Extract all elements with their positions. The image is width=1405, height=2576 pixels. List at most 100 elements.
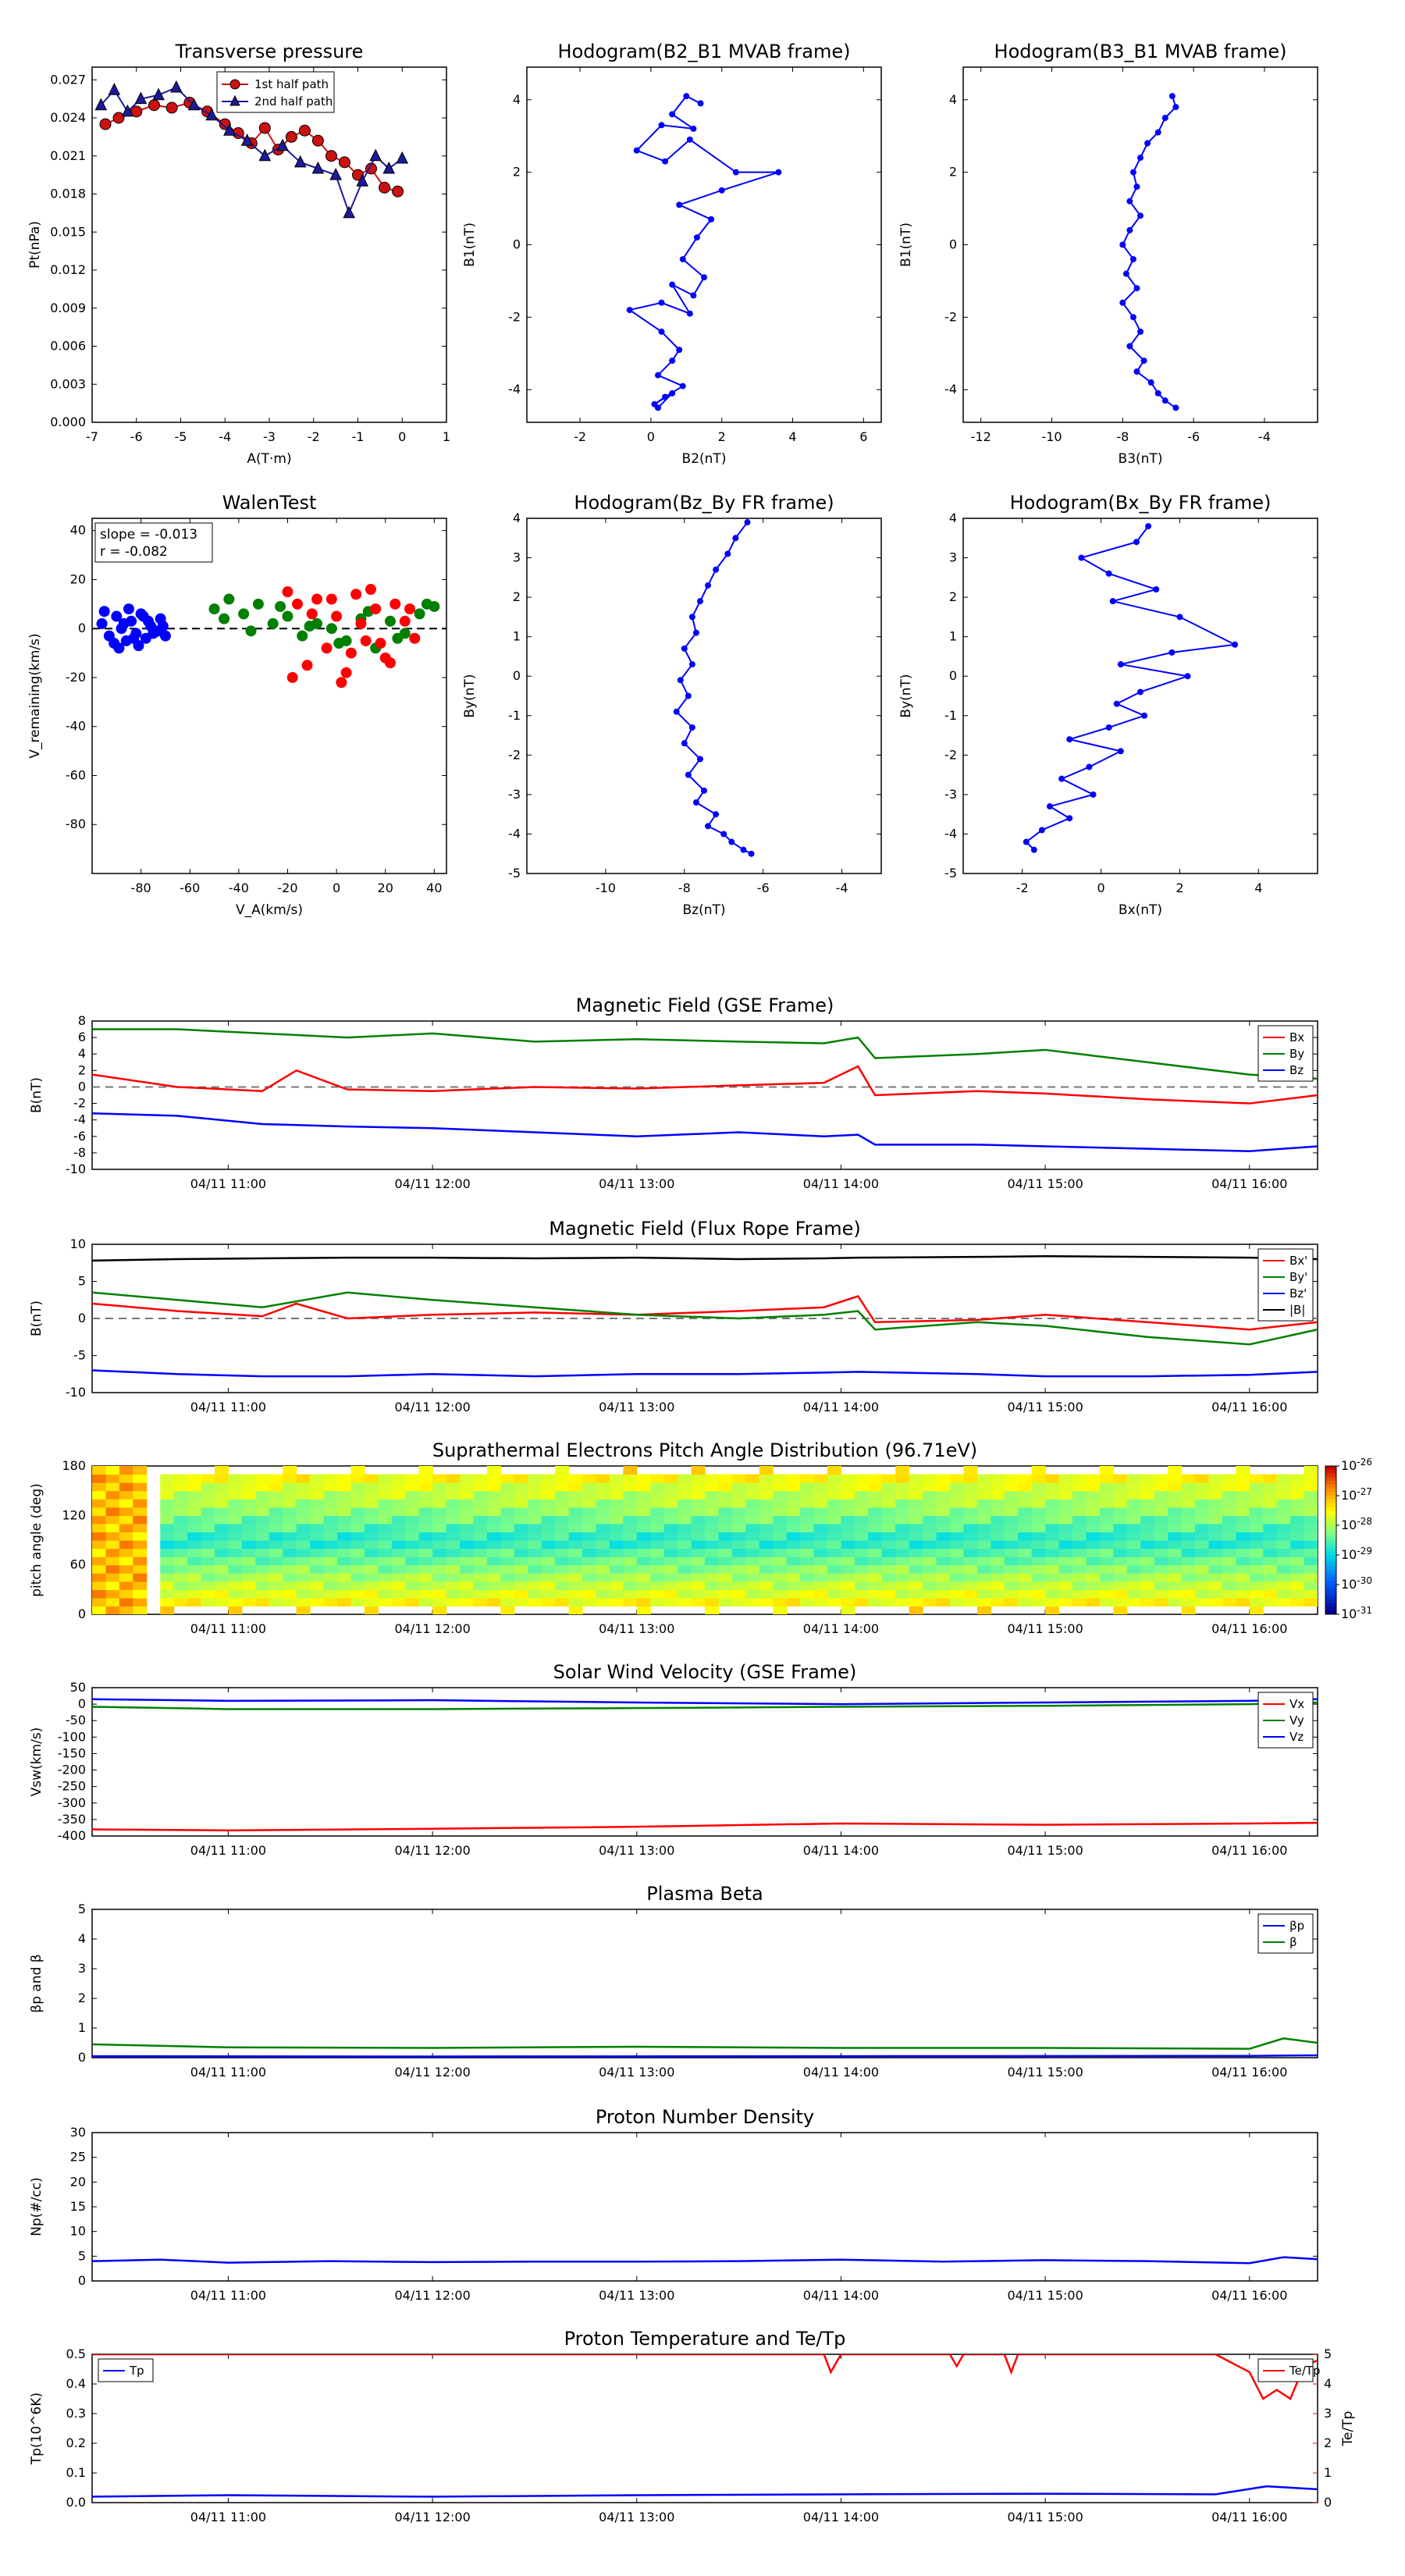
heatmap-cell bbox=[909, 1499, 923, 1508]
heatmap-cell bbox=[418, 1482, 433, 1492]
y-tick-label: -100 bbox=[58, 1729, 86, 1744]
heatmap-cell bbox=[950, 1548, 965, 1557]
heatmap-cell bbox=[1031, 1597, 1046, 1607]
annotation-r: r = -0.082 bbox=[100, 544, 168, 560]
heatmap-cell bbox=[283, 1474, 297, 1483]
y-tick-label: -8 bbox=[73, 1145, 86, 1160]
heatmap-cell bbox=[323, 1581, 338, 1590]
heatmap-cell bbox=[773, 1499, 788, 1508]
heatmap-cell bbox=[1086, 1482, 1101, 1492]
heatmap-cell bbox=[773, 1548, 788, 1557]
heatmap-cell bbox=[160, 1597, 175, 1607]
heatmap-cell bbox=[1004, 1581, 1019, 1590]
heatmap-cell bbox=[636, 1507, 651, 1516]
heatmap-cell bbox=[541, 1490, 556, 1500]
heatmap-cell bbox=[1099, 1581, 1114, 1590]
heatmap-cell bbox=[827, 1564, 842, 1574]
heatmap-cell bbox=[1045, 1564, 1060, 1574]
heatmap-cell bbox=[460, 1507, 475, 1516]
heatmap-cell bbox=[786, 1564, 801, 1574]
heatmap-cell bbox=[337, 1581, 352, 1590]
heatmap-cell bbox=[923, 1564, 937, 1574]
heatmap-cell bbox=[473, 1532, 488, 1541]
heatmap-cell bbox=[1099, 1523, 1114, 1533]
heatmap-cell bbox=[976, 1515, 991, 1525]
data-point bbox=[382, 161, 396, 174]
heatmap-cell bbox=[555, 1482, 570, 1492]
heatmap-cell bbox=[991, 1589, 1005, 1599]
x-tick-label: -40 bbox=[229, 881, 249, 895]
data-point bbox=[1129, 169, 1136, 176]
y-tick-label: 0.3 bbox=[66, 2406, 86, 2421]
heatmap-cell bbox=[909, 1507, 923, 1516]
heatmap-cell bbox=[936, 1499, 951, 1508]
heatmap-cell bbox=[446, 1548, 461, 1557]
legend-marker bbox=[229, 79, 240, 90]
heatmap-cell bbox=[718, 1581, 733, 1590]
heatmap-cell bbox=[1058, 1532, 1073, 1541]
heatmap-cell bbox=[691, 1557, 706, 1566]
data-point bbox=[384, 615, 396, 627]
heatmap-cell bbox=[991, 1474, 1005, 1483]
heatmap-cell bbox=[773, 1474, 788, 1483]
heatmap-cell bbox=[623, 1581, 638, 1590]
heatmap-cell bbox=[623, 1597, 638, 1607]
heatmap-cell bbox=[731, 1532, 746, 1541]
legend-label: By' bbox=[1289, 1270, 1307, 1284]
y-tick-label: 20 bbox=[70, 2174, 86, 2189]
heatmap-cell bbox=[105, 1482, 120, 1492]
heatmap-cell bbox=[1072, 1507, 1087, 1516]
heatmap-cell bbox=[486, 1597, 501, 1607]
x-tick-label: 04/11 11:00 bbox=[190, 1843, 266, 1858]
heatmap-cell bbox=[173, 1564, 188, 1574]
x-tick-label: 40 bbox=[426, 881, 442, 895]
heatmap-cell bbox=[678, 1581, 692, 1590]
heatmap-cell bbox=[1222, 1490, 1236, 1500]
heatmap-cell bbox=[1290, 1581, 1305, 1590]
heatmap-cell bbox=[827, 1548, 842, 1557]
heatmap-cell bbox=[841, 1564, 855, 1574]
heatmap-cell bbox=[1031, 1490, 1046, 1500]
heatmap-cell bbox=[1290, 1482, 1305, 1492]
heatmap-cell bbox=[991, 1540, 1005, 1550]
heatmap-cell bbox=[160, 1490, 175, 1500]
heatmap-cell bbox=[950, 1564, 965, 1574]
heatmap-cell bbox=[528, 1490, 542, 1500]
heatmap-cell bbox=[678, 1573, 692, 1582]
heatmap-cell bbox=[1249, 1499, 1264, 1508]
heatmap-cell bbox=[731, 1499, 746, 1508]
x-tick-label: 04/11 16:00 bbox=[1211, 1843, 1287, 1858]
heatmap-cell bbox=[731, 1581, 746, 1590]
heatmap-cell bbox=[1140, 1507, 1155, 1516]
heatmap-cell bbox=[160, 1548, 175, 1557]
heatmap-cell bbox=[228, 1606, 243, 1614]
data-point bbox=[165, 101, 178, 114]
x-tick-label: -7 bbox=[86, 429, 98, 444]
heatmap-cell bbox=[950, 1474, 965, 1483]
heatmap-cell bbox=[269, 1557, 283, 1566]
heatmap-cell bbox=[160, 1589, 175, 1599]
heatmap-cell bbox=[800, 1589, 815, 1599]
colorbar-cell bbox=[1325, 1606, 1336, 1611]
data-point bbox=[340, 667, 352, 678]
heatmap-cells bbox=[92, 1466, 1318, 1614]
annotation-slope: slope = -0.013 bbox=[100, 527, 197, 543]
heatmap-cell bbox=[1236, 1466, 1250, 1475]
heatmap-cell bbox=[813, 1482, 828, 1492]
data-point bbox=[697, 100, 704, 107]
y-tick-label: 0.006 bbox=[50, 339, 86, 354]
heatmap-cell bbox=[923, 1548, 937, 1557]
colorbar-cell bbox=[1325, 1469, 1336, 1474]
heatmap-cell bbox=[663, 1523, 678, 1533]
heatmap-cell bbox=[745, 1597, 760, 1607]
data-point bbox=[355, 617, 367, 629]
heatmap-cell bbox=[500, 1474, 515, 1483]
heatmap-cell bbox=[854, 1589, 869, 1599]
heatmap-cell bbox=[119, 1589, 133, 1599]
y-axis-label: By(nT) bbox=[898, 674, 914, 717]
heatmap-cell bbox=[323, 1589, 338, 1599]
heatmap-cell bbox=[868, 1589, 883, 1599]
heatmap-cell bbox=[1154, 1515, 1168, 1525]
x-tick-label: 04/11 14:00 bbox=[803, 2510, 879, 2524]
data-point bbox=[99, 118, 112, 130]
